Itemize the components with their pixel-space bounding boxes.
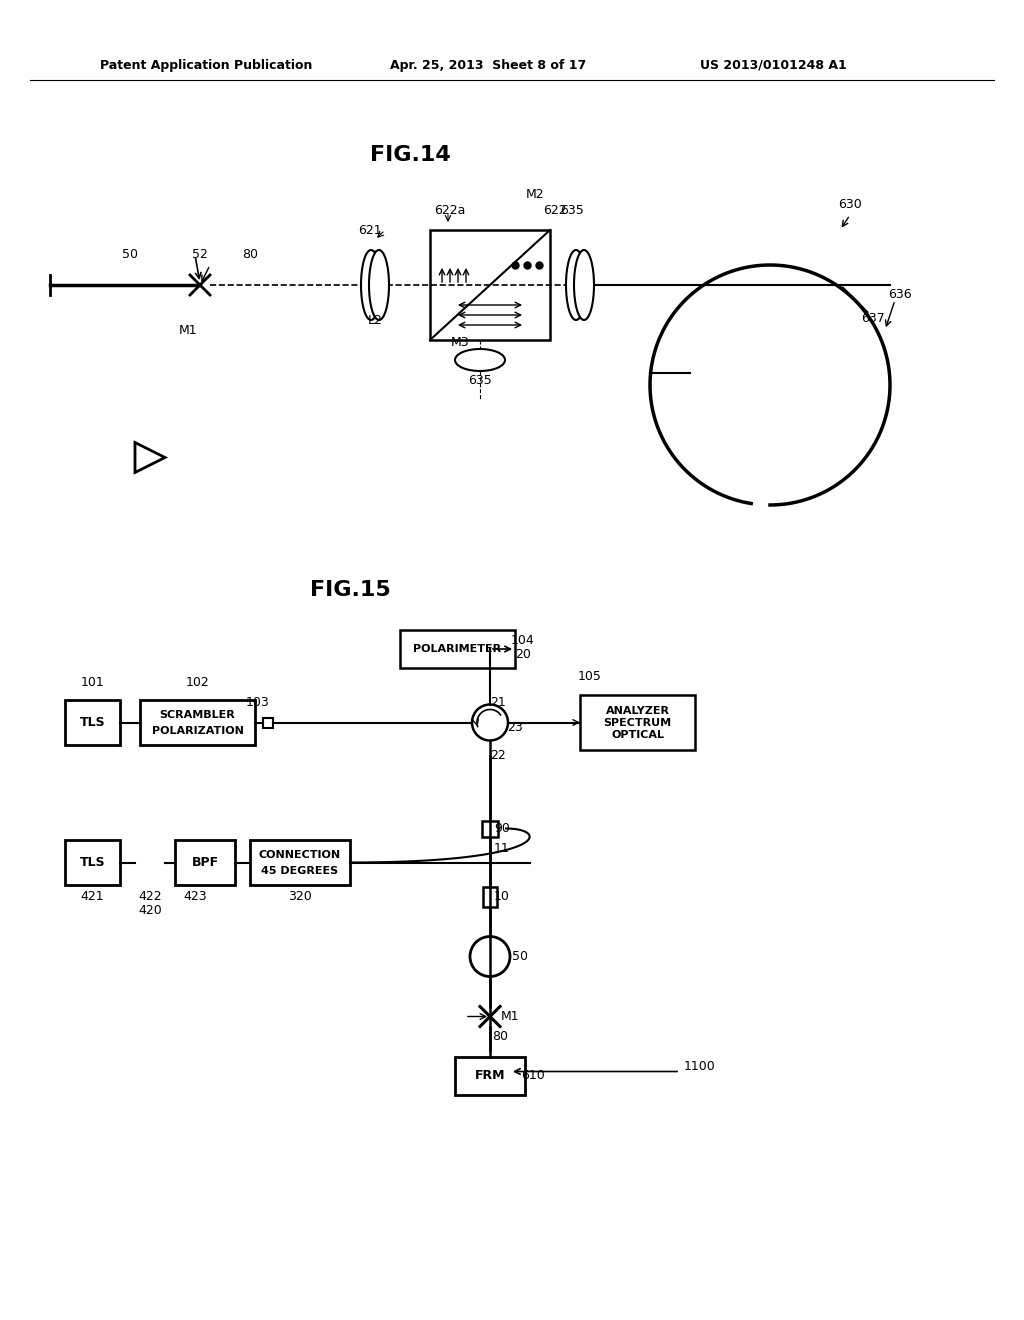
Text: POLARIMETER: POLARIMETER	[414, 644, 502, 653]
Text: 11: 11	[495, 842, 510, 855]
Text: 622: 622	[543, 203, 567, 216]
Text: 637: 637	[861, 312, 885, 325]
Bar	[455, 1056, 525, 1094]
Text: 23: 23	[507, 721, 523, 734]
Text: 10: 10	[494, 890, 510, 903]
Text: TLS: TLS	[80, 855, 105, 869]
Text: POLARIZATION: POLARIZATION	[152, 726, 244, 735]
Bar	[65, 840, 120, 884]
Ellipse shape	[369, 249, 389, 319]
Text: 50: 50	[512, 950, 528, 964]
Bar	[430, 230, 550, 341]
Text: 21: 21	[490, 696, 506, 709]
Text: 104: 104	[511, 635, 535, 648]
Bar	[140, 700, 255, 744]
Text: 22: 22	[490, 748, 506, 762]
Text: 421: 421	[81, 891, 104, 903]
Text: SCRAMBLER: SCRAMBLER	[160, 710, 236, 719]
Text: 422: 422	[138, 891, 162, 903]
Text: 630: 630	[838, 198, 862, 211]
Text: 621: 621	[358, 223, 382, 236]
Text: 80: 80	[242, 248, 258, 261]
Ellipse shape	[566, 249, 586, 319]
Text: 20: 20	[515, 648, 530, 660]
Bar	[400, 630, 515, 668]
Text: 80: 80	[492, 1030, 508, 1043]
Bar	[175, 840, 234, 884]
Bar	[580, 696, 695, 750]
Text: US 2013/0101248 A1: US 2013/0101248 A1	[700, 58, 847, 71]
Ellipse shape	[574, 249, 594, 319]
Text: 635: 635	[468, 374, 492, 387]
Text: 423: 423	[183, 891, 207, 903]
Text: 45 DEGREES: 45 DEGREES	[261, 866, 339, 875]
Text: 420: 420	[138, 903, 162, 916]
Bar	[263, 718, 273, 727]
Text: 635: 635	[560, 203, 584, 216]
Text: M1: M1	[178, 323, 198, 337]
Text: M3: M3	[451, 335, 469, 348]
Text: 622a: 622a	[434, 203, 466, 216]
Ellipse shape	[361, 249, 381, 319]
Text: Apr. 25, 2013  Sheet 8 of 17: Apr. 25, 2013 Sheet 8 of 17	[390, 58, 587, 71]
Text: FIG.14: FIG.14	[370, 145, 451, 165]
Text: M2: M2	[525, 189, 545, 202]
Ellipse shape	[455, 348, 505, 371]
Text: SPECTRUM: SPECTRUM	[603, 718, 672, 727]
Text: 105: 105	[579, 671, 602, 684]
Text: ANALYZER: ANALYZER	[605, 705, 670, 715]
Polygon shape	[135, 442, 165, 473]
Text: 52: 52	[193, 248, 208, 261]
Text: 636: 636	[888, 289, 911, 301]
Bar	[65, 700, 120, 744]
Text: 102: 102	[185, 676, 209, 689]
Bar	[250, 840, 350, 884]
Text: 90: 90	[494, 822, 510, 836]
Text: 103: 103	[246, 696, 270, 709]
Text: L2: L2	[368, 314, 382, 326]
Text: M1: M1	[501, 1010, 519, 1023]
Text: Patent Application Publication: Patent Application Publication	[100, 58, 312, 71]
Text: FIG.15: FIG.15	[310, 579, 391, 601]
Text: CONNECTION: CONNECTION	[259, 850, 341, 859]
Text: BPF: BPF	[191, 855, 218, 869]
Text: OPTICAL: OPTICAL	[611, 730, 664, 739]
Text: 50: 50	[122, 248, 138, 261]
Text: 1100: 1100	[684, 1060, 716, 1073]
Bar	[482, 821, 498, 837]
Text: 610: 610	[521, 1069, 545, 1082]
Text: TLS: TLS	[80, 715, 105, 729]
Text: 101: 101	[81, 676, 104, 689]
Bar	[483, 887, 497, 907]
Text: FRM: FRM	[475, 1069, 505, 1082]
Text: 320: 320	[288, 891, 312, 903]
